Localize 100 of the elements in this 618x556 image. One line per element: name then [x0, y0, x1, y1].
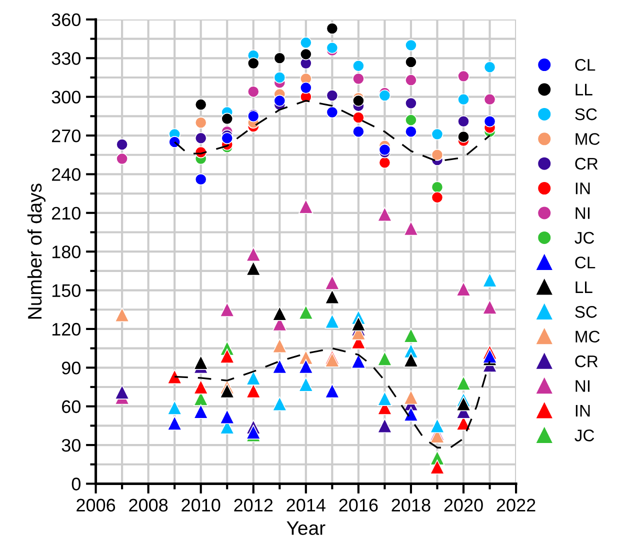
y-tick-label: 120	[52, 322, 81, 336]
point	[482, 272, 498, 288]
point	[482, 300, 498, 314]
x-tick-label: 2018	[392, 498, 430, 512]
point	[246, 384, 261, 398]
point	[351, 316, 366, 332]
point	[221, 132, 234, 144]
legend-label: LL	[576, 84, 592, 96]
point	[456, 376, 471, 390]
point	[431, 191, 444, 204]
point	[300, 36, 312, 49]
point	[246, 246, 261, 262]
point	[404, 352, 418, 368]
point	[326, 106, 338, 118]
point	[378, 144, 391, 156]
point	[430, 460, 445, 474]
y-tick-label: 270	[52, 129, 81, 142]
point	[378, 90, 391, 102]
point	[458, 70, 470, 82]
point	[352, 126, 364, 138]
point	[221, 112, 234, 125]
y-tick-label: 90	[62, 362, 80, 374]
x-tick-label: 2012	[234, 498, 273, 512]
point	[300, 82, 312, 94]
point	[404, 126, 417, 138]
x-tick-label: 2010	[182, 498, 220, 512]
point	[246, 260, 261, 276]
point	[326, 42, 338, 54]
legend-label: NI	[576, 207, 590, 219]
legend-label: SC	[575, 108, 597, 120]
point	[324, 275, 340, 290]
point	[404, 56, 417, 68]
point	[272, 359, 288, 374]
point	[167, 400, 182, 415]
point	[194, 132, 207, 144]
point	[116, 138, 128, 151]
point	[352, 111, 364, 124]
point	[272, 396, 288, 412]
legend-label: JC	[574, 430, 594, 442]
point	[431, 148, 444, 161]
y-tick-label: 210	[52, 206, 81, 220]
point	[274, 72, 286, 84]
point	[377, 206, 392, 222]
point	[430, 418, 445, 434]
point	[404, 221, 418, 236]
point	[404, 390, 418, 405]
point	[404, 406, 418, 422]
point	[298, 199, 314, 214]
point	[456, 282, 471, 296]
legend-label: IN	[576, 405, 590, 416]
point	[404, 39, 417, 52]
point	[456, 396, 471, 412]
y-tick-label: 30	[62, 438, 80, 452]
point	[300, 48, 312, 60]
point	[220, 348, 234, 364]
point	[272, 306, 288, 321]
y-tick-label: 360	[52, 13, 81, 26]
point	[404, 74, 417, 86]
x-tick-label: 2006	[76, 498, 116, 512]
legend-label: CL	[575, 256, 596, 268]
point	[324, 384, 340, 398]
point	[404, 97, 417, 110]
point	[193, 380, 208, 394]
point	[351, 354, 366, 369]
x-tick-label: 2014	[286, 498, 326, 512]
legend-label: SC	[575, 306, 597, 318]
point	[167, 369, 182, 384]
y-tick-label: 0	[72, 478, 80, 490]
point	[298, 359, 314, 374]
point	[116, 152, 128, 165]
point	[458, 115, 470, 128]
point	[326, 90, 338, 102]
point	[458, 93, 470, 106]
point	[431, 181, 444, 194]
point	[377, 391, 392, 406]
y-tick-label: 330	[52, 52, 81, 65]
point	[458, 130, 470, 143]
point	[274, 52, 286, 64]
point	[352, 72, 364, 85]
point	[378, 156, 391, 169]
y-axis-title: Number of days	[27, 184, 46, 319]
y-tick-label: 60	[62, 400, 80, 414]
point	[377, 418, 392, 434]
y-tick-label: 300	[52, 90, 81, 104]
point	[193, 355, 208, 370]
legend-label: IN	[576, 182, 590, 194]
point	[352, 60, 364, 72]
point	[377, 351, 392, 366]
point	[484, 93, 496, 106]
point	[168, 136, 181, 148]
point	[298, 377, 314, 392]
legend-label: CR	[575, 355, 598, 368]
point	[247, 57, 260, 70]
y-tick-label: 180	[52, 246, 81, 258]
x-axis-title: Year	[286, 521, 326, 535]
y-tick-label: 150	[52, 284, 81, 297]
point	[220, 302, 234, 317]
point	[194, 116, 207, 129]
point	[246, 370, 261, 386]
legend-label: CR	[575, 158, 598, 170]
